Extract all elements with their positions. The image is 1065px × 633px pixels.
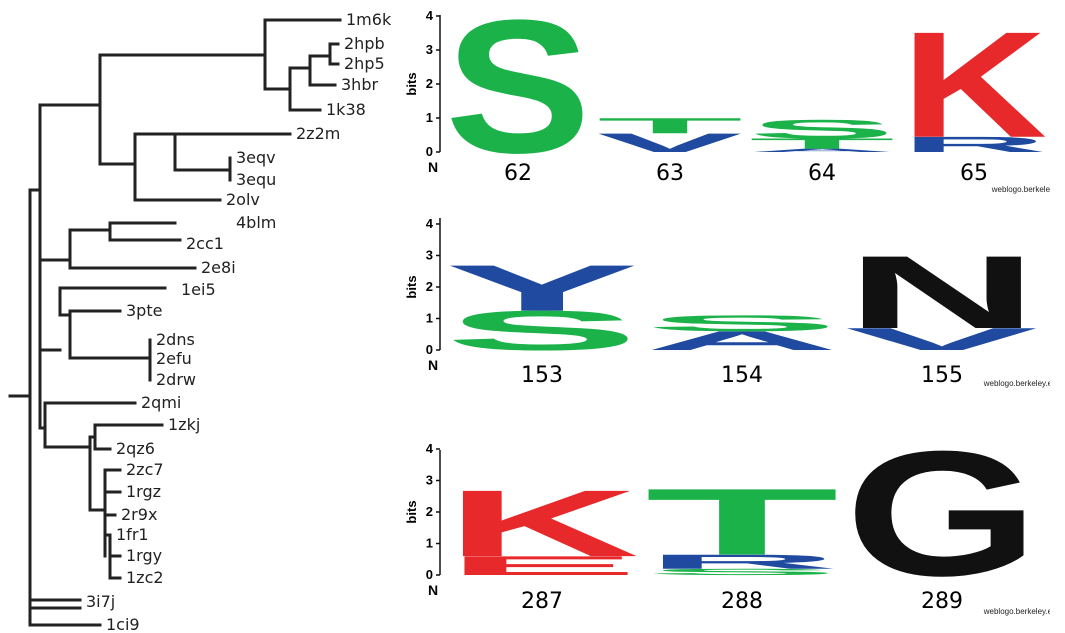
leaf-label: 2drw bbox=[156, 370, 196, 389]
leaf-label: 2e8i bbox=[201, 258, 236, 277]
logo-letter-v: V bbox=[845, 321, 1038, 356]
leaf-label: 1zkj bbox=[168, 415, 200, 434]
y-tick-label: 2 bbox=[426, 279, 433, 294]
leaf-label: 1zc2 bbox=[126, 568, 164, 587]
leaf-label: 2r9x bbox=[121, 505, 157, 524]
leaf-label: 2qmi bbox=[141, 393, 181, 412]
logo-letter-y: Y bbox=[445, 251, 639, 324]
leaf-label: 2hp5 bbox=[344, 54, 385, 73]
y-tick-label: 4 bbox=[426, 441, 434, 456]
position-number: 153 bbox=[521, 363, 563, 388]
leaf-label: 2dns bbox=[156, 330, 195, 349]
sequence-logo-positions-62-65: 01234bitsNCweblogo.berkeley.eduS62VT63AT… bbox=[404, 5, 1050, 194]
weblogo-credit: weblogo.berkeley.edu bbox=[991, 185, 1050, 194]
y-tick-label: 2 bbox=[426, 504, 433, 519]
y-axis-label: bits bbox=[404, 275, 419, 298]
y-tick-label: 4 bbox=[426, 8, 434, 23]
leaf-label: 1fr1 bbox=[116, 525, 149, 544]
position-number: 288 bbox=[721, 589, 763, 614]
weblogo-credit: weblogo.berkeley.edu bbox=[983, 607, 1050, 616]
n-terminus-label: N bbox=[428, 159, 438, 175]
y-tick-label: 1 bbox=[426, 110, 433, 125]
y-tick-label: 0 bbox=[426, 567, 433, 582]
leaf-label: 1rgz bbox=[126, 482, 161, 501]
logo-letter-t: T bbox=[749, 135, 895, 151]
logo-letter-k: K bbox=[445, 471, 639, 577]
sequence-logo-positions-153-155: 01234bitsNCweblogo.berkeley.eduSY153AS15… bbox=[404, 216, 1050, 388]
y-tick-label: 3 bbox=[426, 473, 433, 488]
tree-branches bbox=[8, 18, 342, 627]
y-tick-label: 3 bbox=[426, 42, 433, 57]
position-number: 65 bbox=[960, 161, 988, 186]
position-number: 287 bbox=[521, 589, 563, 614]
logo-letter-v: V bbox=[597, 128, 742, 158]
logo-letter-t: T bbox=[597, 113, 743, 138]
leaf-label: 3eqv bbox=[236, 148, 276, 167]
y-tick-label: 4 bbox=[426, 216, 434, 231]
logo-letter-t: T bbox=[645, 469, 839, 575]
leaf-label: 1ci9 bbox=[106, 615, 140, 633]
leaf-label: 3pte bbox=[126, 301, 162, 320]
leaf-label: 3hbr bbox=[341, 75, 378, 94]
position-number: 154 bbox=[721, 363, 763, 388]
leaf-label: 2z2m bbox=[296, 124, 340, 143]
position-number: 289 bbox=[921, 589, 963, 614]
logo-letter-s: S bbox=[645, 311, 839, 336]
weblogo-credit: weblogo.berkeley.edu bbox=[983, 379, 1050, 388]
logo-letter-s: S bbox=[445, 299, 639, 362]
logo-letter-a: A bbox=[645, 326, 839, 356]
logo-letter-k: K bbox=[901, 5, 1047, 169]
position-number: 62 bbox=[504, 161, 532, 186]
y-tick-label: 1 bbox=[426, 311, 433, 326]
logo-letter-r: R bbox=[645, 550, 839, 573]
logo-letter-g: G bbox=[845, 440, 1039, 613]
leaf-label: 2efu bbox=[156, 349, 192, 368]
leaf-label: 1rgy bbox=[126, 546, 162, 565]
n-terminus-label: N bbox=[428, 582, 438, 598]
logo-letter-r: R bbox=[901, 132, 1047, 156]
leaf-label: 1ei5 bbox=[181, 280, 216, 299]
position-number: 155 bbox=[921, 363, 963, 388]
logo-letter-s: S bbox=[445, 5, 591, 193]
y-axis-label: bits bbox=[404, 72, 419, 95]
leaf-label: 2qz6 bbox=[116, 439, 155, 458]
y-tick-label: 0 bbox=[426, 144, 433, 159]
position-number: 64 bbox=[808, 161, 836, 186]
leaf-label: 1m6k bbox=[346, 10, 392, 29]
n-terminus-label: N bbox=[428, 357, 438, 373]
y-axis-label: bits bbox=[404, 500, 419, 523]
y-tick-label: 2 bbox=[426, 76, 433, 91]
leaf-label: 3equ bbox=[236, 170, 276, 189]
leaf-label: 1k38 bbox=[326, 100, 366, 119]
leaf-label: 2olv bbox=[226, 190, 260, 209]
logo-letter-s: S bbox=[645, 567, 839, 577]
logo-letter-s: S bbox=[749, 114, 895, 144]
leaf-label: 2hpb bbox=[344, 34, 385, 53]
position-number: 63 bbox=[656, 161, 684, 186]
leaf-label: 2cc1 bbox=[186, 234, 224, 253]
leaf-label: 2zc7 bbox=[126, 460, 164, 479]
logo-letter-a: A bbox=[749, 148, 895, 153]
sequence-logo-positions-287-289: 01234bitsNCweblogo.berkeley.eduEK287SRT2… bbox=[404, 440, 1050, 616]
logo-letter-n: N bbox=[845, 235, 1039, 351]
y-tick-label: 1 bbox=[426, 536, 433, 551]
y-tick-label: 3 bbox=[426, 248, 433, 263]
leaf-label: 4blm bbox=[236, 213, 276, 232]
y-tick-label: 0 bbox=[426, 342, 433, 357]
logo-letter-e: E bbox=[445, 550, 639, 580]
leaf-label: 3i7j bbox=[86, 592, 115, 611]
